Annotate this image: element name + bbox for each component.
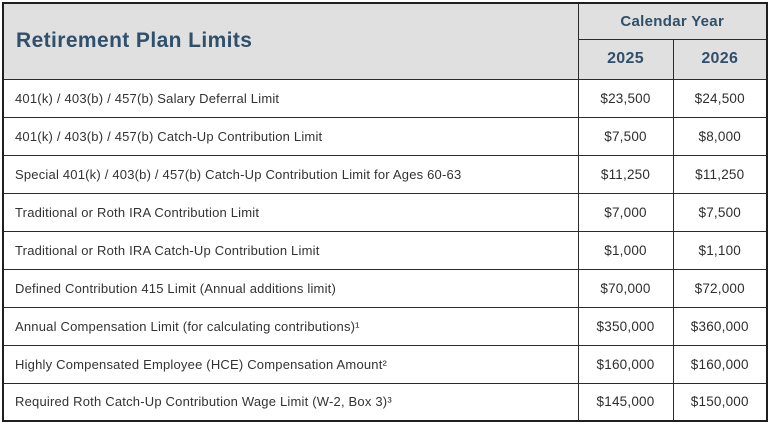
row-label: Traditional or Roth IRA Contribution Lim… [2,192,579,232]
row-label: Special 401(k) / 403(b) / 457(b) Catch-U… [2,154,579,194]
table-row: Defined Contribution 415 Limit (Annual a… [2,268,768,308]
value-2025: $145,000 [577,382,674,422]
value-2025: $160,000 [577,344,674,384]
value-2025: $1,000 [577,230,674,270]
value-2026: $1,100 [672,230,768,270]
value-2026: $360,000 [672,306,768,346]
value-2026: $24,500 [672,78,768,118]
table-row: Special 401(k) / 403(b) / 457(b) Catch-U… [2,154,768,194]
table-row: 401(k) / 403(b) / 457(b) Salary Deferral… [2,78,768,118]
row-label: Annual Compensation Limit (for calculati… [2,306,579,346]
header-row-group: Retirement Plan Limits Calendar Year [2,2,768,80]
value-2026: $11,250 [672,154,768,194]
value-2025: $7,000 [577,192,674,232]
table-header: Retirement Plan Limits Calendar Year 202… [2,2,768,80]
table-body: 401(k) / 403(b) / 457(b) Salary Deferral… [2,78,768,422]
value-2025: $23,500 [577,78,674,118]
table-row: Traditional or Roth IRA Contribution Lim… [2,192,768,232]
value-2025: $350,000 [577,306,674,346]
value-2026: $150,000 [672,382,768,422]
table-row: Highly Compensated Employee (HCE) Compen… [2,344,768,384]
table-row: Required Roth Catch-Up Contribution Wage… [2,382,768,422]
column-header-2025: 2025 [577,38,674,80]
table-row: Annual Compensation Limit (for calculati… [2,306,768,346]
row-label: Defined Contribution 415 Limit (Annual a… [2,268,579,308]
row-label: Highly Compensated Employee (HCE) Compen… [2,344,579,384]
table-row: 401(k) / 403(b) / 457(b) Catch-Up Contri… [2,116,768,156]
value-2026: $7,500 [672,192,768,232]
value-2026: $8,000 [672,116,768,156]
header-row-years: 2025 2026 [3,38,768,80]
value-2026: $72,000 [672,268,768,308]
row-label: 401(k) / 403(b) / 457(b) Salary Deferral… [2,78,579,118]
table-row: Traditional or Roth IRA Catch-Up Contrib… [2,230,768,270]
row-label: Required Roth Catch-Up Contribution Wage… [2,382,579,422]
value-2025: $70,000 [577,268,674,308]
page-title: Retirement Plan Limits [2,2,579,80]
value-2025: $11,250 [577,154,674,194]
row-label: 401(k) / 403(b) / 457(b) Catch-Up Contri… [2,116,579,156]
calendar-year-header: Calendar Year [577,2,768,40]
value-2026: $160,000 [672,344,768,384]
column-header-2026: 2026 [672,38,768,80]
value-2025: $7,500 [577,116,674,156]
row-label: Traditional or Roth IRA Catch-Up Contrib… [2,230,579,270]
